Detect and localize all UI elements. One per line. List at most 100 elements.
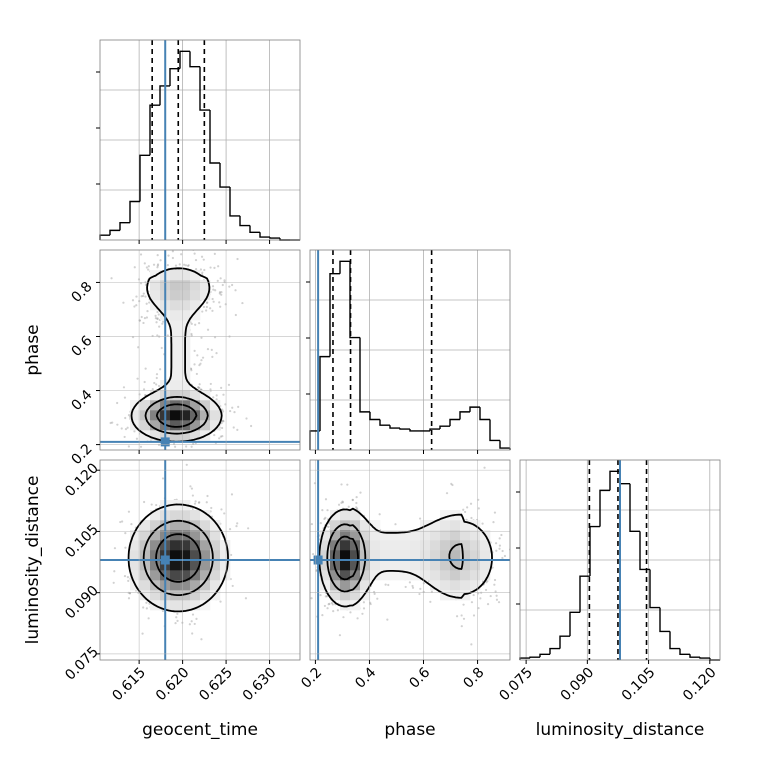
sample-point — [124, 546, 127, 549]
sample-point — [340, 483, 343, 486]
density-cell — [420, 540, 431, 551]
density-cell — [190, 400, 201, 411]
density-cell — [180, 570, 191, 581]
density-cell — [180, 310, 191, 321]
density-cell — [140, 570, 151, 581]
sample-point — [231, 584, 234, 588]
panel-frame — [99, 459, 301, 661]
hist-bin — [529, 656, 540, 659]
density-cell — [340, 530, 351, 541]
sample-point — [205, 501, 208, 504]
density-cell — [170, 570, 181, 581]
hist-bin — [689, 654, 700, 658]
density-cell — [130, 410, 141, 421]
density-cell — [370, 540, 381, 551]
density-cell — [180, 300, 191, 311]
density-cell — [200, 290, 211, 301]
sample-point — [123, 396, 127, 399]
sample-point — [351, 498, 354, 501]
sample-point — [221, 419, 224, 422]
sample-point — [154, 314, 157, 318]
sample-point — [222, 393, 225, 396]
sample-point — [220, 293, 223, 296]
density-cell — [430, 560, 441, 571]
sample-point — [249, 424, 253, 428]
sample-point — [494, 590, 497, 593]
sample-point — [220, 290, 223, 294]
sample-point — [355, 507, 359, 510]
density-cell — [430, 520, 441, 531]
density-cell — [190, 590, 201, 601]
density-cell — [150, 570, 161, 581]
contour-line — [142, 519, 214, 596]
hist-bin — [669, 631, 680, 650]
sample-point — [152, 263, 156, 266]
density-cell — [180, 540, 191, 551]
density-cell — [360, 590, 371, 601]
sample-point — [146, 310, 149, 313]
sample-point — [355, 506, 358, 509]
sample-point — [141, 632, 144, 635]
density-cell — [220, 540, 231, 551]
density-cell — [140, 420, 151, 431]
density-cell — [180, 290, 191, 301]
sample-point — [142, 292, 145, 295]
density-cell — [170, 370, 181, 381]
sample-point — [233, 411, 236, 414]
sample-point — [489, 594, 492, 598]
hist-bin — [549, 647, 560, 655]
sample-point — [373, 592, 376, 595]
sample-point — [194, 268, 198, 271]
density-cell — [400, 530, 411, 541]
density-cell — [140, 590, 151, 601]
hist-bin — [389, 425, 400, 429]
density-cell — [320, 540, 331, 551]
density-cell — [190, 310, 201, 321]
density-cell — [450, 570, 461, 581]
sample-point — [419, 587, 422, 590]
sample-point — [187, 264, 190, 267]
sample-point — [493, 578, 497, 582]
sample-point — [176, 619, 179, 622]
density-cell — [200, 410, 211, 421]
sample-point — [189, 367, 193, 370]
sample-point — [197, 501, 201, 504]
hist-bin — [119, 221, 130, 231]
density-cell — [140, 530, 151, 541]
density-cell — [190, 300, 201, 311]
sample-point — [205, 301, 209, 304]
hist-bin — [129, 200, 140, 223]
density-cell — [190, 420, 201, 431]
sample-point — [324, 595, 327, 598]
sample-point — [202, 258, 205, 261]
density-cell — [170, 350, 181, 361]
sample-point — [355, 501, 358, 505]
sample-point — [356, 617, 359, 620]
sample-point — [429, 600, 432, 603]
density-cell — [180, 550, 191, 561]
sample-point — [126, 426, 129, 429]
sample-point — [206, 301, 209, 304]
sample-point — [188, 623, 191, 626]
density-cell — [150, 550, 161, 561]
sample-point — [156, 317, 159, 321]
sample-point — [167, 254, 170, 257]
sample-point — [156, 310, 159, 314]
density-cell — [390, 550, 401, 561]
density-cell — [330, 530, 341, 541]
density-cell — [200, 580, 211, 591]
sample-point — [213, 433, 216, 437]
sample-point — [342, 616, 345, 619]
sample-point — [321, 509, 324, 512]
panel-frame — [519, 459, 721, 661]
sample-point — [185, 445, 188, 448]
sample-point — [121, 520, 124, 523]
sample-point — [445, 492, 449, 495]
sample-point — [486, 579, 489, 583]
sample-point — [190, 369, 193, 372]
density-cell — [460, 580, 471, 591]
sample-point — [127, 579, 130, 582]
sample-point — [221, 420, 224, 423]
density-cell — [170, 510, 181, 521]
sample-point — [498, 544, 502, 547]
